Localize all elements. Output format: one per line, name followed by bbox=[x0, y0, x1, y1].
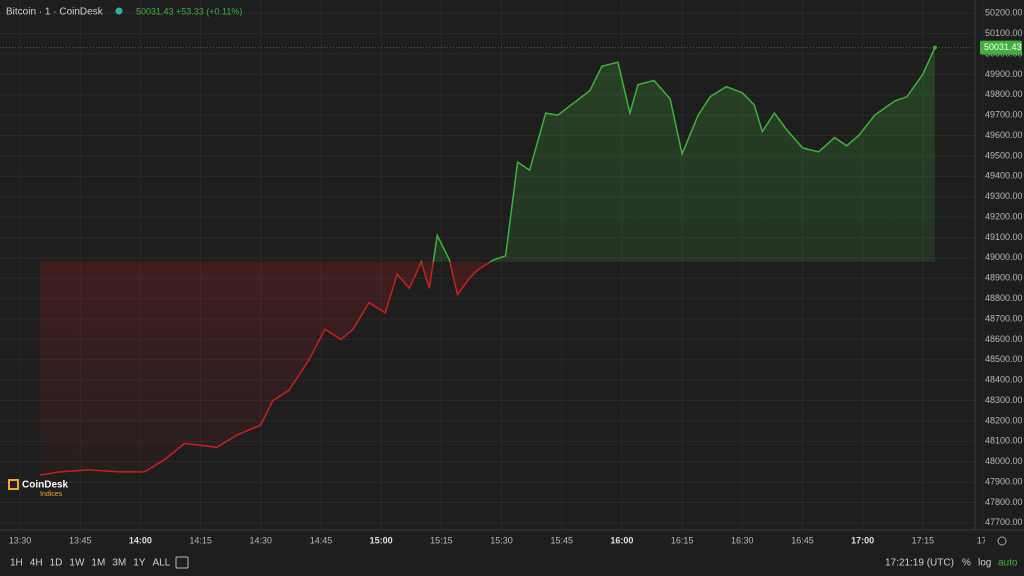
x-tick-label: 14:45 bbox=[310, 535, 333, 545]
y-tick-label: 49900.00 bbox=[985, 69, 1023, 79]
y-tick-label: 47900.00 bbox=[985, 476, 1023, 486]
clock: 17:21:19 (UTC) bbox=[885, 558, 954, 569]
range-button[interactable]: 1W bbox=[69, 558, 85, 569]
y-tick-label: 48900.00 bbox=[985, 273, 1023, 283]
range-button[interactable]: 4H bbox=[30, 558, 43, 569]
y-tick-label: 49600.00 bbox=[985, 130, 1023, 140]
line-above bbox=[420, 47, 936, 262]
y-tick-label: 48000.00 bbox=[985, 456, 1023, 466]
y-tick-label: 48200.00 bbox=[985, 415, 1023, 425]
logo-name: CoinDesk bbox=[22, 480, 69, 491]
x-tick-label: 15:00 bbox=[370, 535, 393, 545]
header-price: 50031.43 bbox=[136, 6, 174, 16]
x-tick-label: 13:45 bbox=[69, 535, 92, 545]
y-tick-label: 47800.00 bbox=[985, 497, 1023, 507]
y-tick-label: 49200.00 bbox=[985, 211, 1023, 221]
range-button[interactable]: 1D bbox=[50, 558, 63, 569]
range-button[interactable]: 1Y bbox=[133, 558, 146, 569]
y-tick-label: 49400.00 bbox=[985, 171, 1023, 181]
auto-toggle[interactable]: auto bbox=[998, 558, 1018, 569]
y-tick-label: 49300.00 bbox=[985, 191, 1023, 201]
y-tick-label: 49000.00 bbox=[985, 252, 1023, 262]
percent-toggle[interactable]: % bbox=[962, 558, 971, 569]
symbol: Bitcoin · 1 · CoinDesk bbox=[6, 7, 104, 18]
y-tick-label: 48300.00 bbox=[985, 395, 1023, 405]
range-button[interactable]: 3M bbox=[112, 558, 126, 569]
y-tick-label: 47700.00 bbox=[985, 517, 1023, 527]
x-tick-label: 17:00 bbox=[851, 535, 874, 545]
x-tick-label: 13:30 bbox=[9, 535, 32, 545]
x-tick-label: 16:45 bbox=[791, 535, 814, 545]
y-tick-label: 48600.00 bbox=[985, 334, 1023, 344]
x-tick-label: 14:30 bbox=[250, 535, 273, 545]
settings-icon[interactable] bbox=[997, 536, 1007, 546]
range-button[interactable]: ALL bbox=[152, 558, 170, 569]
x-tick-label: 17:15 bbox=[912, 535, 935, 545]
area-below bbox=[40, 261, 491, 475]
x-tick-label: 15:15 bbox=[430, 535, 453, 545]
x-axis: 13:30 13:45 14:00 14:15 14:30 14:45 15:00 15:15… bbox=[9, 535, 990, 545]
x-tick-label: 15:45 bbox=[550, 535, 573, 545]
y-tick-label: 48500.00 bbox=[985, 354, 1023, 364]
range-button[interactable]: 1H bbox=[10, 558, 23, 569]
logo-icon bbox=[8, 479, 19, 490]
y-tick-label: 48800.00 bbox=[985, 293, 1023, 303]
x-tick-label: 15:30 bbox=[490, 535, 513, 545]
y-tick-label: 49700.00 bbox=[985, 110, 1023, 120]
price-tag-label: 50031.43 bbox=[984, 42, 1022, 52]
x-tick-label: 14:15 bbox=[189, 535, 212, 545]
range-button[interactable]: 1M bbox=[91, 558, 105, 569]
last-point bbox=[932, 45, 937, 50]
x-tick-label: 14:00 bbox=[129, 535, 152, 545]
logo-sub: Indices bbox=[40, 491, 63, 498]
price-tag bbox=[980, 40, 1022, 55]
y-tick-label: 49500.00 bbox=[985, 150, 1023, 160]
header-change: +53.33 (+0.11%) bbox=[176, 6, 242, 16]
log-toggle[interactable]: log bbox=[978, 558, 991, 569]
y-tick-label: 48100.00 bbox=[985, 436, 1023, 446]
x-tick-label: 16:15 bbox=[671, 535, 694, 545]
x-tick-label: 17: bbox=[977, 535, 990, 545]
y-tick-label: 48700.00 bbox=[985, 313, 1023, 323]
line-below bbox=[39, 261, 492, 476]
calendar-icon[interactable] bbox=[175, 556, 189, 569]
area-above bbox=[40, 47, 935, 262]
y-tick-label: 49100.00 bbox=[985, 232, 1023, 242]
x-tick-label: 16:00 bbox=[610, 535, 633, 545]
y-tick-label: 50100.00 bbox=[985, 28, 1023, 38]
y-tick-label: 49800.00 bbox=[985, 89, 1023, 99]
y-tick-label: 50200.00 bbox=[985, 8, 1023, 18]
status-dot bbox=[115, 7, 123, 15]
x-tick-label: 16:30 bbox=[731, 535, 754, 545]
y-tick-label: 48400.00 bbox=[985, 375, 1023, 385]
